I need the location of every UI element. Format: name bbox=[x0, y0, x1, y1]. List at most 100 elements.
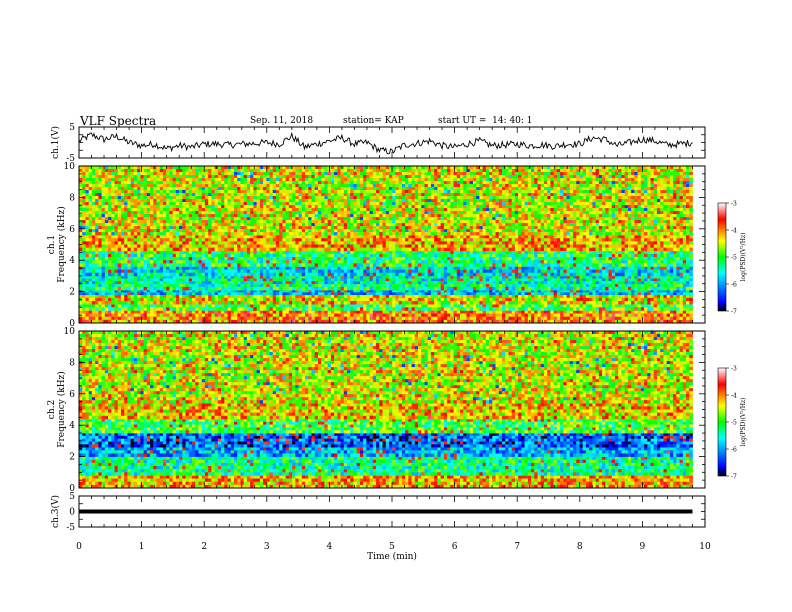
spectrogram-cell bbox=[527, 301, 532, 305]
spectrogram-cell bbox=[424, 310, 429, 314]
spectrogram-cell bbox=[585, 253, 590, 258]
spectrogram-cell bbox=[563, 266, 567, 270]
spectrogram-cell bbox=[427, 316, 432, 321]
spectrogram-cell bbox=[385, 263, 390, 267]
spectrogram-cell bbox=[614, 294, 619, 299]
spectrogram-cell bbox=[627, 297, 632, 302]
spectrogram-cell bbox=[634, 286, 638, 291]
spectrogram-cell bbox=[266, 304, 270, 308]
spectrogram-cell bbox=[305, 260, 309, 264]
spectrogram-cell bbox=[492, 310, 496, 314]
spectrogram-cell bbox=[540, 235, 545, 239]
spectrogram-cell bbox=[456, 313, 461, 318]
spectrogram-cell bbox=[456, 275, 461, 279]
spectrogram-cell bbox=[476, 313, 480, 318]
spectrogram-cell bbox=[282, 319, 287, 324]
spectrogram-cell bbox=[679, 310, 684, 314]
spectrogram-cell bbox=[376, 297, 380, 302]
spectrogram-cell bbox=[501, 286, 506, 291]
spectrogram-cell bbox=[592, 283, 597, 288]
spectrogram-cell bbox=[686, 292, 690, 296]
spectrogram-cell bbox=[237, 272, 241, 277]
spectrogram-cell bbox=[227, 266, 232, 270]
spectrogram-cell bbox=[301, 283, 306, 288]
spectrogram-cell bbox=[505, 319, 509, 324]
spectrogram-cell bbox=[120, 313, 125, 318]
spectrogram-cell bbox=[179, 297, 183, 302]
spectrogram-cell bbox=[101, 281, 106, 285]
spectrogram-cell bbox=[308, 275, 312, 279]
spectrogram-cell bbox=[372, 238, 377, 242]
spectrogram-cell bbox=[673, 290, 677, 293]
spectrogram-cell bbox=[114, 266, 119, 270]
spectrogram-cell bbox=[269, 283, 274, 288]
spectrogram-cell bbox=[166, 283, 170, 288]
spectrogram-cell bbox=[117, 238, 122, 242]
spectrogram-cell bbox=[611, 310, 616, 314]
spectrogram-cell bbox=[569, 275, 574, 279]
spectrogram-cell bbox=[159, 297, 164, 302]
spectrogram-cell bbox=[98, 269, 102, 274]
spectrogram-cell bbox=[292, 307, 296, 311]
spectrogram-cell bbox=[288, 281, 293, 285]
spectrogram-cell bbox=[127, 275, 132, 279]
spectrogram-cell bbox=[673, 304, 677, 308]
spectrogram-cell bbox=[143, 290, 148, 293]
spectrogram-cell bbox=[501, 297, 506, 302]
spectrogram-cell bbox=[111, 304, 115, 308]
spectrogram-cell bbox=[508, 266, 513, 270]
spectrogram-cell bbox=[401, 260, 406, 264]
spectrogram-cell bbox=[317, 294, 322, 299]
spectrogram-cell bbox=[159, 316, 164, 321]
spectrogram-cell bbox=[79, 316, 83, 321]
spectrogram-cell bbox=[556, 263, 561, 267]
spectrogram-cell bbox=[518, 266, 522, 270]
spectrogram-cell bbox=[266, 316, 270, 321]
spectrogram-cell bbox=[608, 263, 613, 267]
spectrogram-cell bbox=[637, 257, 642, 261]
spectrogram-cell bbox=[272, 266, 277, 270]
spectrogram-cell bbox=[485, 290, 490, 293]
spectrogram-cell bbox=[272, 250, 277, 255]
spectrogram-cell bbox=[682, 292, 687, 296]
spectrogram-cell bbox=[156, 263, 161, 267]
spectrogram-cell bbox=[608, 319, 613, 324]
spectrogram-cell bbox=[162, 272, 167, 277]
spectrogram-cell bbox=[153, 266, 157, 270]
spectrogram-cell bbox=[576, 281, 580, 285]
spectrogram-cell bbox=[614, 286, 619, 291]
spectrogram-cell bbox=[447, 294, 451, 299]
spectrogram-cell bbox=[385, 272, 390, 277]
spectrogram-cell bbox=[279, 286, 283, 291]
spectrogram-cell bbox=[214, 297, 219, 302]
spectrogram-cell bbox=[624, 310, 629, 314]
spectrogram-cell bbox=[631, 313, 635, 318]
spectrogram-cell bbox=[104, 238, 109, 242]
spectrogram-cell bbox=[479, 263, 484, 267]
spectrogram-cell bbox=[233, 290, 238, 293]
spectrogram-cell bbox=[366, 238, 370, 242]
spectrogram-cell bbox=[647, 304, 651, 308]
spectrogram-cell bbox=[437, 292, 442, 296]
spectrogram-cell bbox=[673, 263, 677, 267]
spectrogram-cell bbox=[327, 301, 332, 305]
spectrogram-cell bbox=[527, 266, 532, 270]
spectrogram-cell bbox=[573, 307, 577, 311]
spectrogram-cell bbox=[618, 316, 622, 321]
spectrogram-cell bbox=[453, 238, 458, 242]
spectrogram-cell bbox=[275, 269, 280, 274]
spectrogram-cell bbox=[534, 316, 538, 321]
spectrogram-cell bbox=[340, 266, 345, 270]
spectrogram-cell bbox=[673, 301, 677, 305]
spectrogram-cell bbox=[602, 253, 606, 258]
spectrogram-cell bbox=[137, 235, 141, 239]
spectrogram-cell bbox=[253, 253, 257, 258]
spectrogram-cell bbox=[201, 275, 206, 279]
spectrogram-cell bbox=[547, 253, 551, 258]
spectrogram-cell bbox=[372, 319, 377, 324]
spectrogram-cell bbox=[634, 290, 638, 293]
spectrogram-cell bbox=[188, 253, 193, 258]
spectrogram-cell bbox=[647, 286, 651, 291]
spectrogram-cell bbox=[434, 257, 438, 261]
spectrogram-cell bbox=[214, 272, 219, 277]
